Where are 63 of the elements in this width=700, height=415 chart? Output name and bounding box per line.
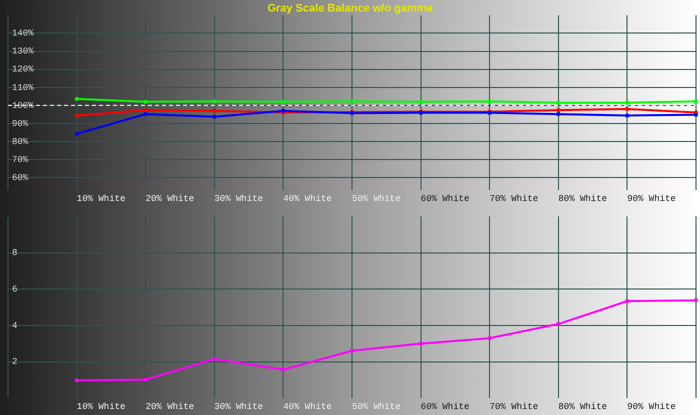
point	[556, 100, 560, 104]
point	[212, 100, 216, 104]
y-tick-label: 130%	[12, 46, 34, 57]
point	[556, 112, 560, 116]
chart-title: Gray Scale Balance w/o gamma	[267, 2, 434, 15]
y-tick-label: 4	[12, 320, 18, 331]
point	[625, 107, 629, 111]
y-tick-label: 110%	[12, 82, 34, 93]
x-tick-label: 60% White	[420, 402, 470, 412]
point	[144, 112, 148, 116]
y-tick-label: 120%	[12, 64, 34, 75]
point	[75, 114, 79, 118]
point	[75, 132, 79, 136]
point	[694, 100, 698, 104]
point	[144, 108, 148, 112]
point	[144, 100, 148, 104]
x-tick-label: 60% White	[420, 194, 470, 204]
x-tick-label: 30% White	[214, 402, 264, 412]
y-tick-label: 90%	[12, 118, 29, 129]
point	[625, 299, 629, 303]
point	[212, 115, 216, 119]
y-tick-label: 6	[12, 284, 18, 295]
y-tick-label: 2	[12, 357, 18, 368]
y-tick-label: 8	[12, 248, 18, 258]
x-tick-label: 20% White	[146, 402, 194, 412]
x-tick-label: 40% White	[283, 194, 332, 204]
x-tick-label: 30% White	[214, 194, 264, 204]
point	[212, 109, 216, 113]
y-tick-label: 70%	[12, 154, 29, 165]
point	[419, 342, 423, 346]
x-tick-label: 90% White	[627, 194, 676, 204]
x-tick-label: 10% White	[76, 194, 126, 204]
y-tick-label: 80%	[12, 136, 29, 147]
x-tick-label: 10% White	[76, 402, 126, 412]
point	[556, 322, 560, 326]
point	[350, 348, 354, 353]
x-tick-label: 80% White	[558, 194, 608, 204]
point	[281, 100, 285, 104]
x-tick-label: 50% White	[352, 194, 401, 204]
point	[281, 368, 285, 372]
x-tick-label: 90% White	[627, 402, 676, 412]
point	[350, 100, 354, 104]
y-tick-label: 60%	[12, 172, 29, 183]
point	[419, 100, 423, 104]
point	[625, 100, 629, 104]
x-tick-label: 50% White	[352, 402, 401, 412]
y-tick-label: 140%	[12, 28, 34, 39]
x-tick-label: 70% White	[490, 402, 538, 412]
y-tick-label: 100%	[12, 100, 34, 111]
point	[75, 378, 79, 382]
point	[488, 336, 492, 340]
point	[694, 113, 698, 117]
point	[212, 357, 216, 361]
point	[75, 97, 79, 101]
point	[556, 108, 560, 112]
x-tick-label: 70% White	[490, 194, 538, 204]
point	[625, 114, 629, 118]
x-tick-label: 20% White	[146, 194, 194, 204]
point	[488, 100, 492, 104]
point	[144, 378, 148, 382]
x-tick-label: 80% White	[558, 402, 608, 412]
x-tick-label: 40% White	[283, 402, 332, 412]
point	[694, 298, 698, 302]
